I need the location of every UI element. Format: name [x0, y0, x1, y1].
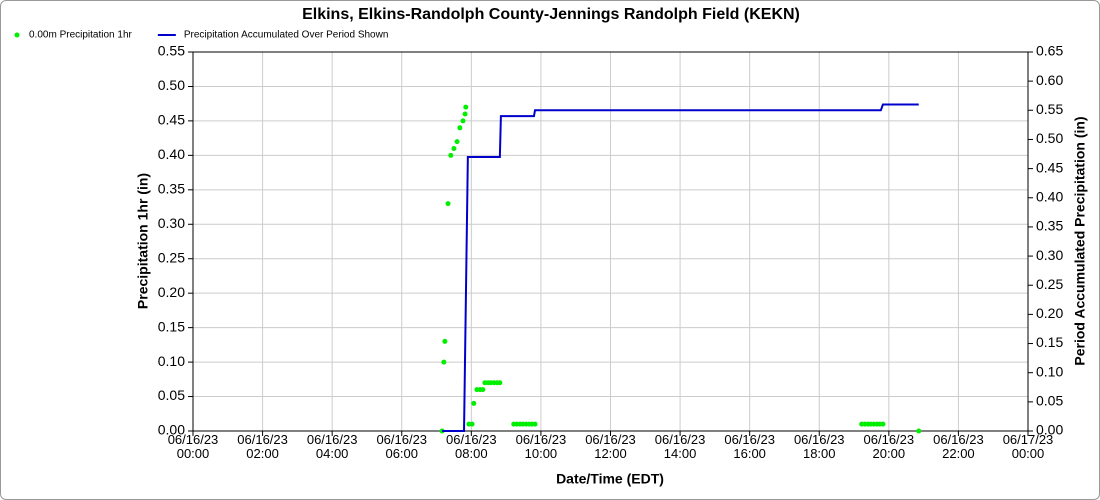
x-tick-label: 06/16/23 10:00 [515, 432, 567, 461]
data-point [463, 104, 469, 110]
y-tick-label: 0.40 [158, 146, 185, 162]
y2-tick-label: 0.10 [1036, 363, 1063, 379]
data-point [532, 421, 538, 427]
y-tick-label: 0.35 [158, 181, 185, 197]
y2-tick-label: 0.45 [1036, 159, 1063, 175]
x-tick-label: 06/16/23 14:00 [654, 432, 706, 461]
y-tick-label: 0.50 [158, 77, 185, 93]
y-tick-label: 0.25 [158, 249, 185, 265]
y-tick-label: 0.05 [158, 387, 185, 403]
legend-label: Precipitation Accumulated Over Period Sh… [184, 30, 389, 41]
y2-tick-label: 0.05 [1036, 393, 1063, 409]
y-tick-label: 0.30 [158, 215, 185, 231]
y2-tick-label: 0.50 [1036, 130, 1063, 146]
y2-tick-label: 0.25 [1036, 276, 1063, 292]
data-point [469, 421, 475, 427]
y2-tick-label: 0.00 [1036, 422, 1063, 438]
x-tick-label: 06/16/23 08:00 [446, 432, 497, 461]
y2-tick-label: 0.15 [1036, 334, 1063, 350]
legend-label: 0.00m Precipitation 1hr [29, 30, 133, 41]
data-point [454, 139, 460, 145]
data-point [497, 380, 503, 386]
data-point [880, 421, 886, 427]
y2-tick-label: 0.65 [1036, 43, 1063, 59]
data-point [442, 338, 448, 344]
data-point [445, 201, 451, 207]
y2-axis-label: Period Accumulated Precipitation (in) [1072, 116, 1088, 365]
data-point [441, 359, 447, 365]
y2-tick-label: 0.60 [1036, 72, 1063, 88]
data-point [451, 145, 457, 151]
x-tick-label: 06/16/23 16:00 [724, 432, 775, 461]
y2-tick-label: 0.30 [1036, 247, 1063, 263]
x-tick-label: 06/16/23 12:00 [585, 432, 636, 461]
data-point [462, 111, 468, 117]
x-tick-label: 06/16/23 06:00 [376, 432, 428, 461]
data-point [471, 400, 477, 406]
x-tick-label: 06/16/23 18:00 [793, 432, 845, 461]
y2-tick-label: 0.55 [1036, 101, 1063, 117]
x-axis-label: Date/Time (EDT) [556, 471, 664, 487]
x-tick-label: 06/17/23 00:00 [1002, 432, 1054, 461]
x-tick-label: 06/16/23 04:00 [306, 432, 358, 461]
y-tick-label: 0.15 [158, 318, 185, 334]
legend-marker [14, 32, 20, 38]
y-tick-label: 0.45 [158, 112, 185, 128]
data-point [457, 125, 463, 131]
chart-title: Elkins, Elkins-Randolph County-Jennings … [302, 6, 800, 23]
x-tick-label: 06/16/23 00:00 [167, 432, 219, 461]
plot-frame [192, 51, 1029, 432]
data-point [460, 118, 466, 124]
y2-tick-label: 0.40 [1036, 188, 1063, 204]
accumulation-line [442, 103, 919, 432]
y-axis-label: Precipitation 1hr (in) [135, 173, 151, 309]
data-point [916, 428, 922, 434]
data-point [448, 152, 454, 158]
y-tick-label: 0.00 [158, 422, 185, 438]
x-tick-label: 06/16/23 20:00 [863, 432, 915, 461]
y2-tick-label: 0.35 [1036, 218, 1063, 234]
y2-tick-label: 0.20 [1036, 305, 1063, 321]
y-tick-label: 0.20 [158, 284, 185, 300]
y-tick-label: 0.10 [158, 353, 185, 369]
data-point [480, 387, 486, 393]
y-tick-label: 0.55 [158, 43, 185, 59]
x-tick-label: 06/16/23 02:00 [237, 432, 288, 461]
x-tick-label: 06/16/23 22:00 [933, 432, 984, 461]
